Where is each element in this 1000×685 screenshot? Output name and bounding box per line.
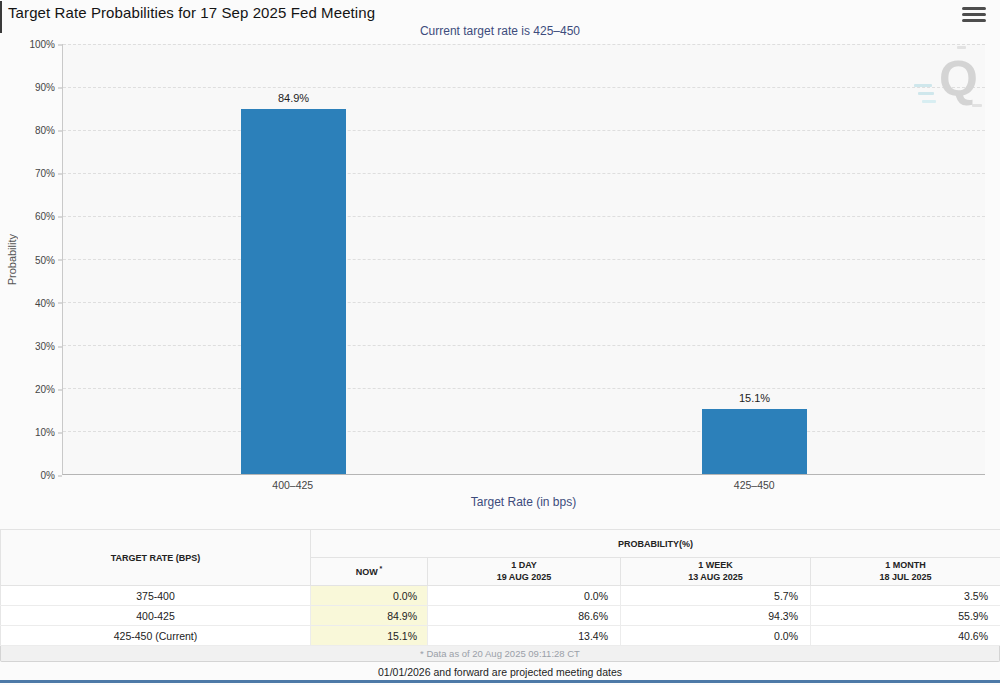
x-tick-label: 400–425 <box>272 479 313 491</box>
column-header: 1 DAY19 AUG 2025 <box>428 558 621 586</box>
target-rate-column-header: TARGET RATE (BPS) <box>1 530 311 586</box>
x-tick-label: 425–450 <box>734 479 775 491</box>
probability-cell: 94.3% <box>621 606 811 626</box>
hamburger-bar <box>962 7 986 10</box>
target-rate-cell: 375-400 <box>1 586 311 606</box>
column-header: NOW * <box>311 558 428 586</box>
probability-cell: 55.9% <box>811 606 1000 626</box>
table-row: 375-4000.0%0.0%5.7%3.5% <box>1 586 1000 606</box>
chart-subtitle: Current target rate is 425–450 <box>0 24 1000 38</box>
table-body: 375-4000.0%0.0%5.7%3.5%400-42584.9%86.6%… <box>1 586 1000 646</box>
gridline <box>63 130 985 131</box>
target-rate-cell: 425-450 (Current) <box>1 626 311 646</box>
chart-bar[interactable] <box>702 409 807 474</box>
gridline <box>63 388 985 389</box>
table-row: 425-450 (Current)15.1%13.4%0.0%40.6% <box>1 626 1000 646</box>
bar-value-label: 84.9% <box>278 92 309 104</box>
gridline <box>63 173 985 174</box>
y-tick-label: 30% <box>35 340 62 351</box>
y-tick-label: 60% <box>35 211 62 222</box>
y-tick-label: 20% <box>35 383 62 394</box>
bar-value-label: 15.1% <box>739 392 770 404</box>
gridline <box>63 431 985 432</box>
hamburger-bar <box>962 19 986 22</box>
gridline <box>63 302 985 303</box>
probability-cell: 15.1% <box>311 626 428 646</box>
plot-area: 84.9% 15.1% <box>62 44 985 475</box>
probability-table: TARGET RATE (BPS) PROBABILITY(%) NOW *1 … <box>0 529 1000 646</box>
gridline <box>63 216 985 217</box>
hamburger-menu-icon[interactable] <box>962 7 986 25</box>
gridline <box>63 345 985 346</box>
y-tick-label: 50% <box>35 254 62 265</box>
table-group-header-row: TARGET RATE (BPS) PROBABILITY(%) <box>1 530 1000 558</box>
probability-cell: 0.0% <box>428 586 621 606</box>
gridline <box>63 87 985 88</box>
probability-cell: 3.5% <box>811 586 1000 606</box>
probability-cell: 13.4% <box>428 626 621 646</box>
x-axis-title: Target Rate (in bps) <box>62 495 985 509</box>
table-row: 400-42584.9%86.6%94.3%55.9% <box>1 606 1000 626</box>
probability-table-section: TARGET RATE (BPS) PROBABILITY(%) NOW *1 … <box>0 529 1000 662</box>
hamburger-bar <box>962 13 986 16</box>
y-tick-label: 80% <box>35 125 62 136</box>
y-tick-label: 70% <box>35 168 62 179</box>
gridline <box>63 259 985 260</box>
probability-cell: 86.6% <box>428 606 621 626</box>
target-rate-cell: 400-425 <box>1 606 311 626</box>
y-tick-label: 40% <box>35 297 62 308</box>
column-header: 1 WEEK13 AUG 2025 <box>621 558 811 586</box>
projected-dates-note: 01/01/2026 and forward are projected mee… <box>0 666 1000 678</box>
probability-group-header: PROBABILITY(%) <box>311 530 1000 558</box>
x-axis: 400–425 425–450 <box>62 479 985 493</box>
fedwatch-tool: Target Rate Probabilities for 17 Sep 202… <box>0 0 1000 685</box>
y-tick-label: 100% <box>29 39 62 50</box>
data-asof-footnote: * Data as of 20 Aug 2025 09:11:28 CT <box>0 646 1000 662</box>
probability-cell: 84.9% <box>311 606 428 626</box>
y-tick-label: 90% <box>35 82 62 93</box>
y-tick-label: 0% <box>41 470 62 481</box>
probability-cell: 0.0% <box>311 586 428 606</box>
chart-bar[interactable] <box>241 109 346 474</box>
y-tick-label: 10% <box>35 426 62 437</box>
probability-cell: 5.7% <box>621 586 811 606</box>
bottom-accent-line <box>0 680 1000 683</box>
gridline <box>63 44 985 45</box>
y-tick-mark <box>58 475 62 476</box>
probability-cell: 0.0% <box>621 626 811 646</box>
page-title: Target Rate Probabilities for 17 Sep 202… <box>8 4 375 21</box>
y-axis: 100%90%80%70%60%50%40%30%20%10%0% <box>0 44 62 475</box>
column-header: 1 MONTH18 JUL 2025 <box>811 558 1000 586</box>
probability-cell: 40.6% <box>811 626 1000 646</box>
